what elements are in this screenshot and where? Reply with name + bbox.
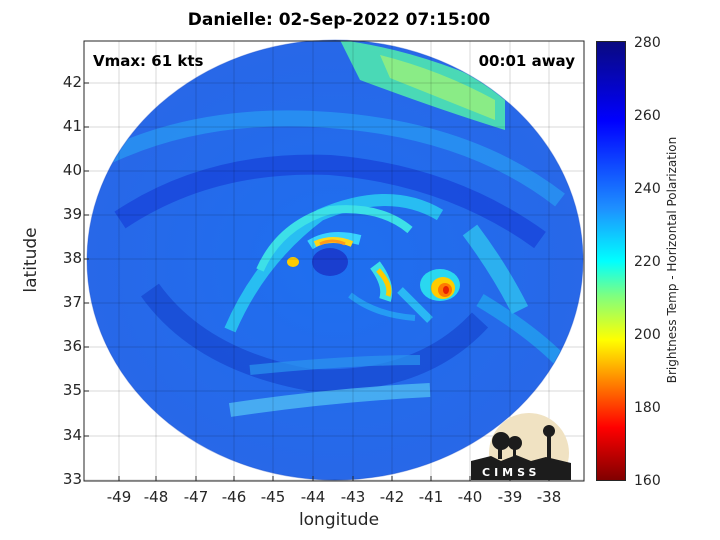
x-tick-label: -49 [106,488,132,506]
x-tick-label: -38 [536,488,562,506]
colorbar-tick: 160 [634,473,661,489]
y-tick-label: 33 [62,470,82,488]
y-tick-label: 36 [62,337,82,355]
y-tick-label: 42 [62,73,82,91]
map-title: Danielle: 02-Sep-2022 07:15:00 [187,10,491,30]
x-tick-label: -39 [497,488,523,506]
x-tick-label: -40 [457,488,483,506]
x-tick-label: -43 [340,488,366,506]
y-tick-label: 39 [62,205,82,223]
x-tick-label: -44 [300,488,326,506]
y-tick-label: 40 [62,161,82,179]
colorbar-tick: 260 [634,108,661,124]
x-axis-label: longitude [298,510,380,530]
cimss-logo-text: CIMSS [482,466,541,479]
cimss-logo-icon [471,413,571,480]
y-tick-label: 41 [62,117,82,135]
colorbar-tick: 280 [634,35,661,51]
colorbar [596,41,626,481]
colorbar-label: Brightness Temp - Horizontal Polarizatio… [665,136,679,384]
y-axis-label: latitude [21,227,41,293]
grid-lines [84,41,584,481]
colorbar-tick: 220 [634,254,661,270]
time-offset-label: 00:01 away [478,52,575,70]
y-tick-label: 37 [62,293,82,311]
swath-image [87,40,583,480]
y-tick-label: 34 [62,426,82,444]
colorbar-tick: 200 [634,327,661,343]
x-tick-label: -41 [418,488,444,506]
colorbar-tick: 240 [634,181,661,197]
vmax-label: Vmax: 61 kts [93,52,204,70]
y-tick-label: 35 [62,381,82,399]
y-tick-label: 38 [62,249,82,267]
x-tick-label: -47 [183,488,209,506]
x-tick-label: -46 [221,488,247,506]
x-tick-label: -42 [379,488,405,506]
x-tick-label: -48 [143,488,169,506]
colorbar-tick: 180 [634,400,661,416]
x-tick-label: -45 [260,488,286,506]
